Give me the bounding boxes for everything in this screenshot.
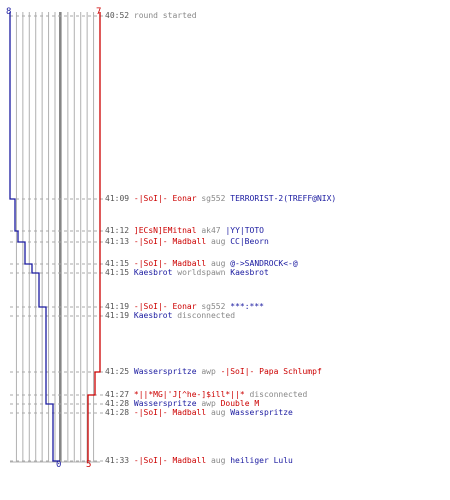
- event-player: heiliger Lulu: [230, 456, 293, 465]
- event-player: Kaesbrot: [230, 268, 269, 277]
- event-action: aug: [210, 259, 231, 268]
- event-row: 41:12 ]ECsN]EMitnal ak47 |YY|TOTO: [105, 226, 264, 236]
- event-player: -|SoI|- Papa Schlumpf: [220, 367, 322, 376]
- event-action: awp: [201, 367, 221, 376]
- event-time: 41:13: [105, 237, 134, 246]
- event-action: sg552: [201, 194, 231, 203]
- event-player: -|SoI|- Madball: [133, 259, 211, 268]
- red-end-score: 5: [86, 460, 91, 470]
- event-time: 41:15: [105, 268, 134, 277]
- event-player: @->SANDROCK<-@: [230, 259, 298, 268]
- event-row: 41:09 -|SoI|- Eonar sg552 TERRORIST-2(TR…: [105, 194, 336, 204]
- event-player: -|SoI|- Madball: [133, 456, 211, 465]
- red-team-line: [87, 12, 101, 461]
- event-player: *||*MG|'J[^he-]$ill*||*: [133, 390, 250, 399]
- event-player: Kaesbrot: [133, 311, 178, 320]
- event-row: 41:19 Kaesbrot disconnected: [105, 311, 235, 321]
- event-action: aug: [210, 456, 231, 465]
- event-player: TERRORIST-2(TREFF@NIX): [230, 194, 337, 203]
- blue-end-score: 0: [56, 460, 61, 470]
- event-action: sg552: [201, 302, 231, 311]
- event-time: 41:28: [105, 408, 134, 417]
- event-player: |YY|TOTO: [225, 226, 264, 235]
- event-player: Wasserspritze: [133, 367, 202, 376]
- red-start-score: 7: [96, 7, 101, 17]
- event-player: Wasserspritze: [230, 408, 293, 417]
- event-time: 41:33: [105, 456, 134, 465]
- event-action: disconnected: [177, 311, 236, 320]
- event-time: 41:19: [105, 302, 134, 311]
- event-action: round started: [133, 11, 197, 20]
- event-player: ***:***: [230, 302, 264, 311]
- event-row: 41:19 -|SoI|- Eonar sg552 ***:***: [105, 302, 264, 312]
- event-player: -|SoI|- Eonar: [133, 194, 202, 203]
- event-time: 41:27: [105, 390, 134, 399]
- event-row: 41:27 *||*MG|'J[^he-]$ill*||* disconnect…: [105, 390, 307, 400]
- event-row: 41:25 Wasserspritze awp -|SoI|- Papa Sch…: [105, 367, 322, 377]
- event-time: 41:28: [105, 399, 134, 408]
- event-action: ak47: [201, 226, 226, 235]
- event-row: 41:33 -|SoI|- Madball aug heiliger Lulu: [105, 456, 293, 466]
- event-player: Kaesbrot: [133, 268, 178, 277]
- event-time: 41:09: [105, 194, 134, 203]
- event-player: Double M: [220, 399, 260, 408]
- event-time: 40:52: [105, 11, 134, 20]
- event-player: -|SoI|- Madball: [133, 237, 211, 246]
- event-player: -|SoI|- Eonar: [133, 302, 202, 311]
- event-time: 41:25: [105, 367, 134, 376]
- event-row: 41:28 -|SoI|- Madball aug Wasserspritze: [105, 408, 293, 418]
- event-row: 41:28 Wasserspritze awp Double M: [105, 399, 259, 409]
- blue-team-line: [9, 12, 60, 462]
- event-time: 41:19: [105, 311, 134, 320]
- event-action: worldspawn: [177, 268, 231, 277]
- event-time: 41:15: [105, 259, 134, 268]
- blue-start-score: 8: [6, 7, 11, 17]
- event-player: Wasserspritze: [133, 399, 202, 408]
- event-action: awp: [201, 399, 221, 408]
- event-row: 41:13 -|SoI|- Madball aug CC|Beorn: [105, 237, 269, 247]
- event-action: aug: [210, 237, 231, 246]
- event-player: -|SoI|- Madball: [133, 408, 211, 417]
- event-row: 41:15 -|SoI|- Madball aug @->SANDROCK<-@: [105, 259, 298, 269]
- event-row: 41:15 Kaesbrot worldspawn Kaesbrot: [105, 268, 269, 278]
- event-action: disconnected: [249, 390, 308, 399]
- event-action: aug: [210, 408, 231, 417]
- event-player: ]ECsN]EMitnal: [133, 226, 202, 235]
- event-row: 40:52 round started: [105, 11, 197, 21]
- event-player: CC|Beorn: [230, 237, 269, 246]
- event-time: 41:12: [105, 226, 134, 235]
